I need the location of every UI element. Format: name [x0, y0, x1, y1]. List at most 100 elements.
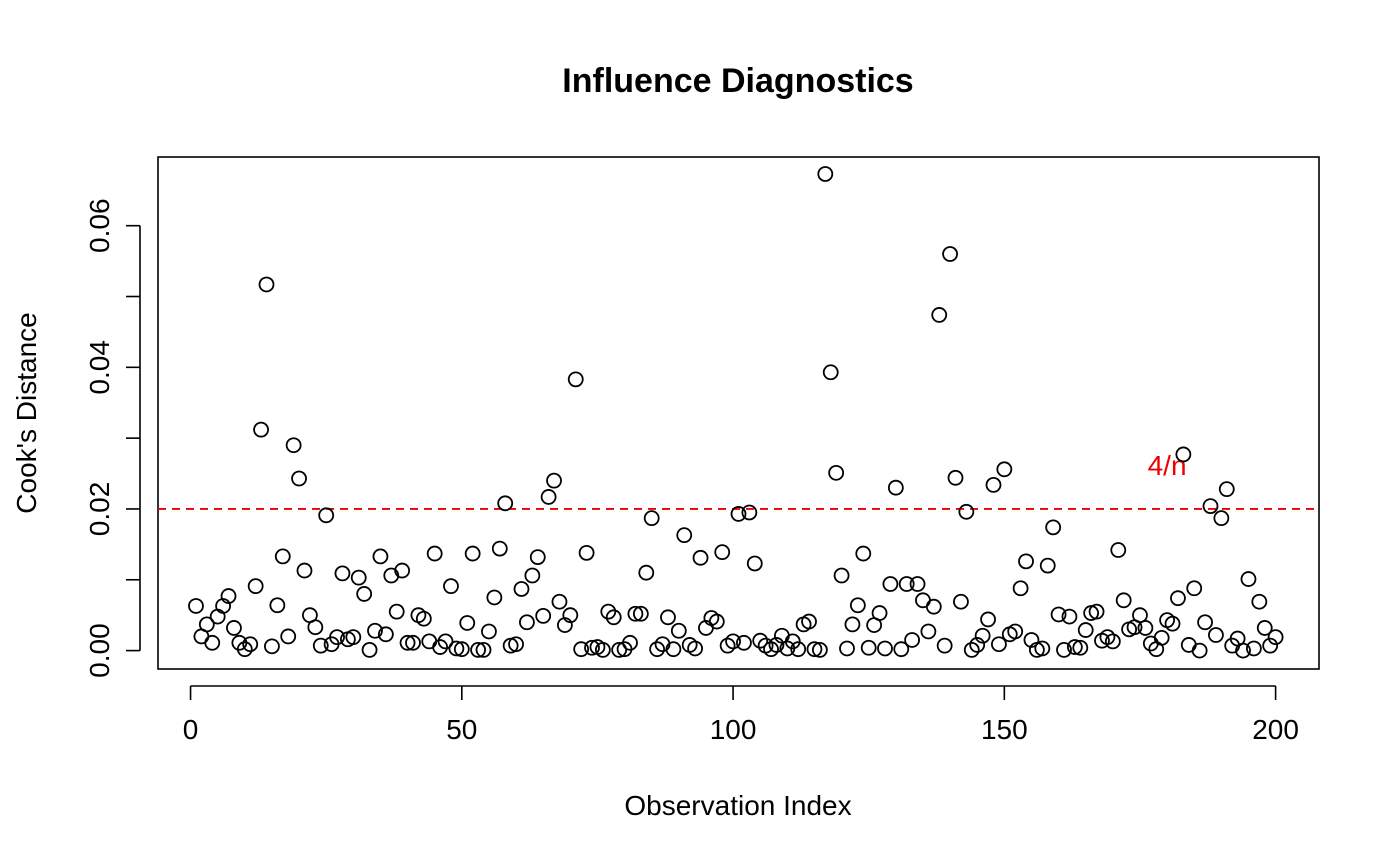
data-point: [665, 641, 682, 658]
data-point: [280, 628, 297, 645]
data-point: [540, 489, 557, 505]
data-point: [746, 555, 763, 572]
data-point: [513, 581, 530, 597]
data-point: [687, 640, 703, 657]
data-point: [1056, 641, 1072, 658]
data-point: [752, 632, 769, 649]
data-point: [519, 614, 535, 631]
data-point: [388, 603, 405, 620]
data-point: [253, 421, 269, 438]
data-point: [817, 166, 834, 182]
data-point: [958, 503, 975, 520]
data-point: [605, 609, 622, 626]
data-point: [719, 637, 736, 654]
data-point: [1175, 446, 1192, 463]
data-point: [1132, 607, 1148, 624]
data-point: [459, 615, 476, 631]
data-point: [1256, 620, 1273, 636]
data-point: [969, 637, 986, 653]
data-point: [790, 641, 807, 658]
data-point: [1012, 580, 1029, 597]
data-point: [372, 548, 389, 565]
data-point: [985, 476, 1002, 493]
data-point: [312, 637, 329, 654]
data-point: [632, 605, 649, 622]
data-point: [811, 641, 828, 658]
data-point: [1218, 481, 1235, 498]
data-point: [1077, 622, 1094, 638]
data-point: [670, 622, 687, 639]
data-point: [497, 495, 514, 512]
data-point: [1197, 614, 1213, 631]
data-point: [247, 578, 264, 595]
x-tick-label: 150: [981, 714, 1028, 745]
data-point: [1104, 633, 1121, 650]
reference-line-group: 4/n: [158, 450, 1319, 510]
data-point: [736, 634, 752, 651]
chart-title: Influence Diagnostics: [562, 62, 913, 100]
data-point: [942, 246, 958, 262]
data-point: [1115, 592, 1132, 609]
data-point: [1137, 620, 1154, 636]
data-point: [269, 597, 286, 614]
data-point: [893, 641, 910, 658]
data-point: [1240, 571, 1257, 587]
data-point: [394, 562, 411, 579]
data-point: [226, 620, 242, 636]
data-point: [551, 593, 568, 610]
data-point: [882, 576, 899, 592]
data-point: [801, 613, 817, 630]
data-point: [925, 598, 942, 615]
data-point: [1007, 623, 1024, 640]
plot-frame: [157, 156, 1320, 670]
data-point: [904, 632, 921, 648]
data-point: [1170, 590, 1186, 607]
data-points: [188, 166, 1284, 659]
data-point: [258, 276, 275, 293]
data-point: [1267, 629, 1284, 646]
data-point: [1050, 606, 1067, 623]
data-point: [350, 569, 367, 586]
data-point: [1066, 639, 1083, 655]
data-point: [188, 598, 204, 614]
data-point: [1262, 637, 1279, 654]
data-point: [573, 641, 590, 658]
data-point: [236, 641, 253, 658]
data-point: [920, 623, 937, 640]
data-point: [1034, 640, 1051, 657]
data-point: [991, 636, 1007, 653]
data-point: [839, 640, 855, 657]
data-point: [849, 597, 866, 614]
data-point: [1099, 629, 1116, 646]
data-point: [676, 527, 693, 544]
data-point: [822, 364, 839, 381]
x-axis: 0 50 100 150 200: [183, 685, 1299, 745]
reference-line-label: 4/n: [1148, 450, 1187, 481]
data-point: [329, 629, 345, 646]
data-point: [367, 622, 383, 639]
data-point: [855, 545, 872, 562]
data-point: [481, 623, 497, 640]
y-tick-label: 0.02: [84, 482, 115, 537]
data-point: [242, 636, 259, 653]
data-point: [318, 507, 335, 524]
data-point: [453, 641, 470, 658]
data-point: [198, 616, 215, 633]
data-point: [708, 613, 725, 630]
x-axis-label: Observation Index: [624, 790, 851, 821]
data-point: [963, 641, 980, 658]
data-point: [567, 371, 584, 388]
data-point: [909, 576, 926, 592]
data-point: [996, 461, 1013, 478]
data-point: [475, 641, 492, 658]
data-point: [660, 609, 676, 626]
x-tick-label: 200: [1252, 714, 1299, 745]
data-point: [844, 616, 861, 633]
data-point: [546, 472, 562, 489]
data-point: [421, 633, 438, 650]
data-point: [953, 593, 969, 610]
data-point: [741, 504, 758, 521]
x-tick-label: 50: [446, 714, 477, 745]
data-point: [274, 548, 291, 565]
